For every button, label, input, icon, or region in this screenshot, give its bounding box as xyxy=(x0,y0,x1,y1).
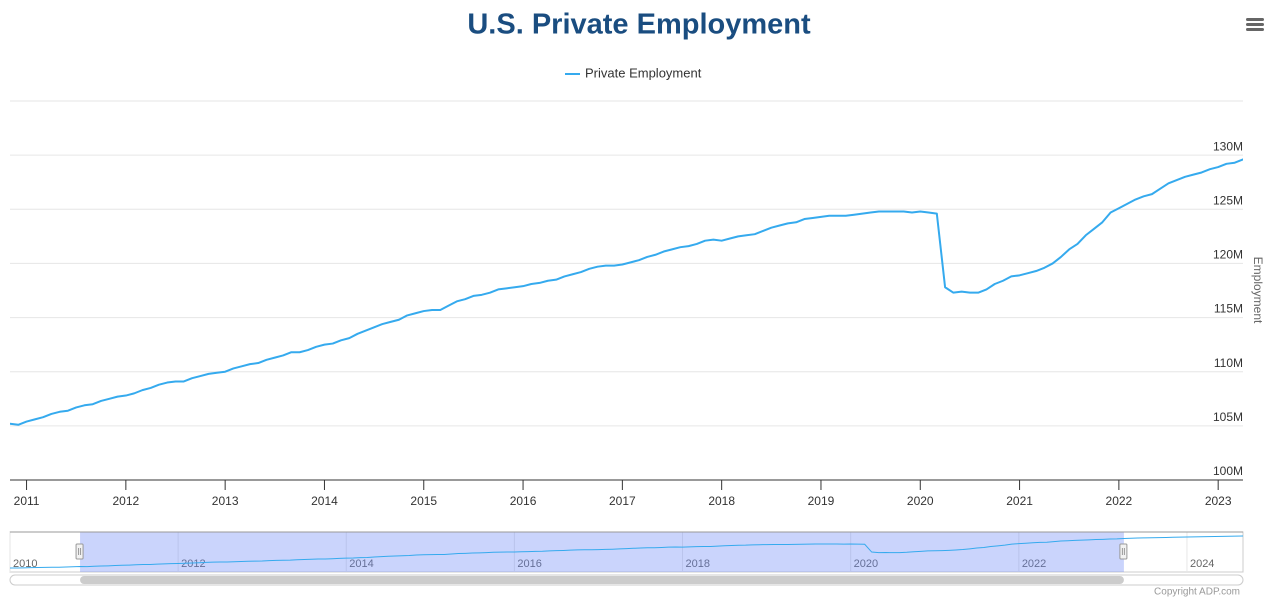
x-tick-label: 2017 xyxy=(609,494,636,508)
navigator-handle[interactable] xyxy=(75,543,84,560)
y-tick-label: 115M xyxy=(1214,302,1243,316)
menu-bar xyxy=(1246,23,1264,26)
x-tick-label: 2011 xyxy=(14,494,40,508)
x-tick-label: 2016 xyxy=(510,494,537,508)
navigator-tick-label: 2010 xyxy=(13,558,37,570)
legend-label: Private Employment xyxy=(585,65,702,80)
y-axis-title: Employment xyxy=(1251,257,1265,324)
x-tick-label: 2013 xyxy=(212,494,239,508)
y-tick-label: 120M xyxy=(1213,248,1243,262)
x-tick-label: 2022 xyxy=(1106,494,1133,508)
navigator-handle[interactable] xyxy=(1119,543,1128,560)
x-tick-label: 2012 xyxy=(113,494,140,508)
menu-bar xyxy=(1246,28,1264,31)
credits: Copyright ADP.com xyxy=(1154,587,1240,598)
menu-bar xyxy=(1246,18,1264,21)
x-tick-label: 2019 xyxy=(808,494,835,508)
y-tick-label: 105M xyxy=(1213,410,1243,424)
x-tick-label: 2020 xyxy=(907,494,934,508)
y-tick-label: 100M xyxy=(1213,464,1243,478)
x-tick-label: 2023 xyxy=(1205,494,1232,508)
x-tick-label: 2014 xyxy=(311,494,338,508)
menu-button[interactable] xyxy=(1246,18,1264,31)
x-tick-label: 2021 xyxy=(1006,494,1033,508)
navigator-tick-label: 2018 xyxy=(686,558,710,570)
x-tick-label: 2018 xyxy=(708,494,735,508)
series-line xyxy=(10,158,1243,426)
chart-title: U.S. Private Employment xyxy=(467,9,811,41)
navigator-tick-label: 2012 xyxy=(181,558,205,570)
navigator-tick-label: 2024 xyxy=(1190,558,1214,570)
y-tick-label: 125M xyxy=(1213,193,1243,207)
legend-item[interactable]: Private Employment xyxy=(565,65,702,80)
x-tick-label: 2015 xyxy=(410,494,437,508)
series xyxy=(10,158,1243,426)
y-tick-label: 130M xyxy=(1213,139,1243,153)
navigator-mask xyxy=(80,532,1124,572)
navigator-tick-label: 2020 xyxy=(854,558,878,570)
scrollbar-thumb[interactable] xyxy=(80,576,1124,584)
y-tick-label: 110M xyxy=(1214,356,1243,370)
navigator-tick-label: 2022 xyxy=(1022,558,1046,570)
navigator-tick-label: 2014 xyxy=(349,558,373,570)
navigator-line xyxy=(10,535,1244,569)
navigator-tick-label: 2016 xyxy=(517,558,541,570)
